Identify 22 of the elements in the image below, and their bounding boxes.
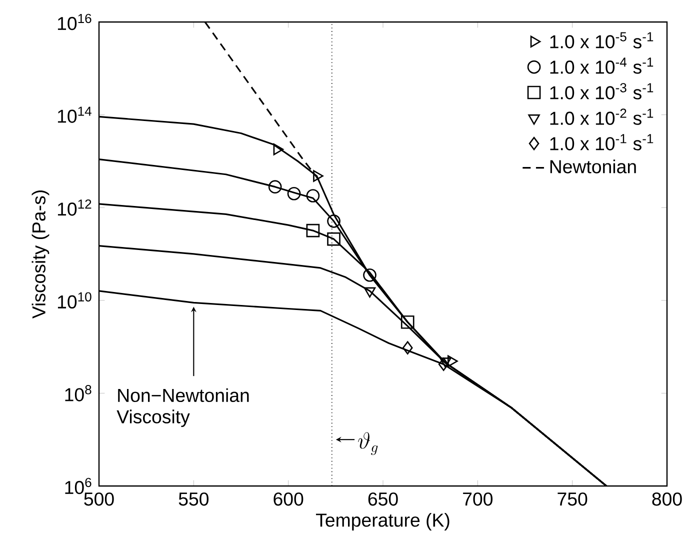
y-axis-title: Viscosity (Pa-s) [32, 190, 50, 319]
legend-label: 1.0 x 10$^{-3}$ s$^{-1}$ [550, 83, 654, 100]
ref-line-label: $\vartheta_g$ [358, 432, 378, 455]
x-axis-title: Temperature (K) [316, 513, 450, 530]
legend-label: Newtonian [550, 160, 636, 174]
x-tick-label: 500 [84, 492, 114, 506]
y-tick-label: 10$^{16}$ [58, 14, 92, 30]
x-tick-label: 800 [652, 492, 682, 506]
y-tick-label: 10$^{10}$ [58, 292, 92, 309]
x-tick-label: 700 [463, 492, 493, 506]
y-tick-label: 10$^{12}$ [58, 199, 92, 216]
x-tick-label: 750 [558, 492, 588, 506]
y-tick-label: 10$^{14}$ [58, 106, 92, 123]
legend-label: 1.0 x 10$^{-1}$ s$^{-1}$ [550, 134, 654, 150]
annotation: Non−Newtonian Viscosity [116, 388, 249, 428]
legend-label: 1.0 x 10$^{-4}$ s$^{-1}$ [550, 58, 654, 74]
x-tick-label: 600 [274, 492, 304, 506]
legend-label: 1.0 x 10$^{-5}$ s$^{-1}$ [550, 32, 654, 48]
x-tick-label: 550 [178, 492, 209, 506]
y-tick-label: 10$^{8}$ [65, 385, 92, 402]
legend-label: 1.0 x 10$^{-2}$ s$^{-1}$ [550, 108, 654, 125]
x-tick-label: 650 [368, 492, 398, 506]
